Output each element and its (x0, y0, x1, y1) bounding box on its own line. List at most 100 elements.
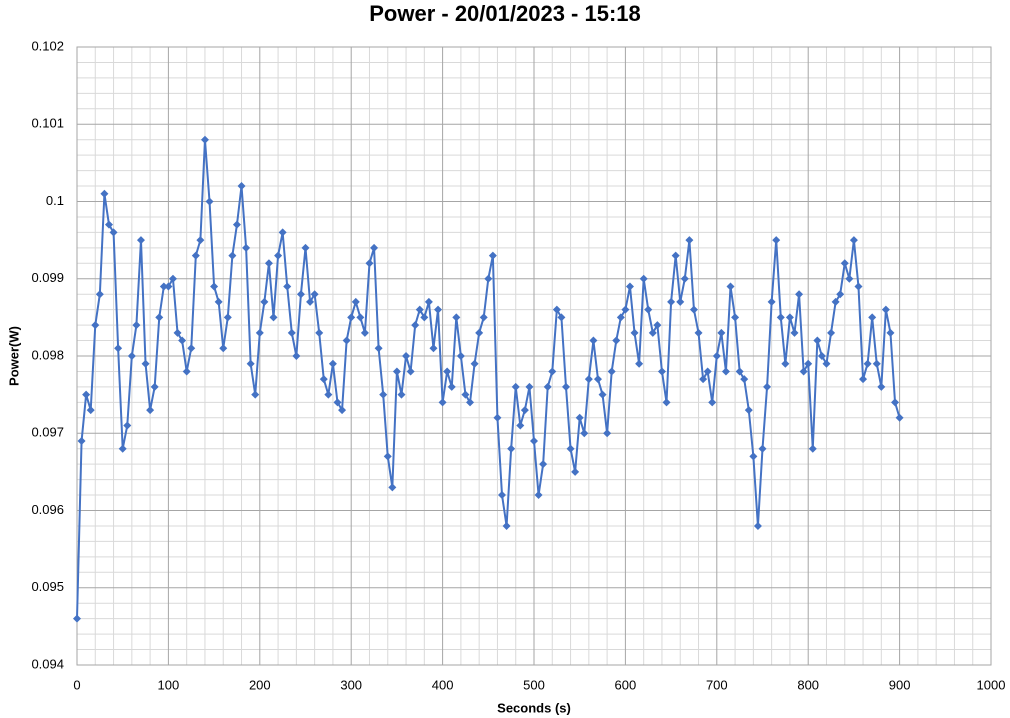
data-marker (694, 328, 703, 337)
data-marker (781, 359, 790, 368)
data-marker (319, 375, 328, 384)
data-marker (178, 336, 187, 345)
data-marker (557, 313, 566, 322)
data-marker (795, 290, 804, 299)
data-marker (255, 328, 264, 337)
data-marker (488, 251, 497, 260)
y-tick-label: 0.096 (31, 502, 64, 517)
data-marker (347, 313, 356, 322)
data-marker (146, 406, 155, 415)
data-marker (434, 305, 443, 314)
x-tick-label: 1000 (977, 677, 1006, 692)
data-marker (827, 328, 836, 337)
data-marker (580, 429, 589, 438)
data-marker (392, 367, 401, 376)
data-marker (593, 375, 602, 384)
data-marker (292, 352, 301, 360)
x-tick-label: 400 (432, 677, 454, 692)
x-axis-label: Seconds (s) (497, 700, 571, 715)
data-marker (520, 406, 529, 415)
data-marker (223, 313, 232, 322)
y-tick-label: 0.097 (31, 425, 64, 440)
data-marker (552, 305, 561, 314)
data-marker (484, 274, 493, 283)
data-marker (182, 367, 191, 376)
data-marker (717, 328, 726, 337)
data-marker (164, 282, 173, 291)
data-marker (653, 321, 662, 330)
data-marker (86, 406, 95, 415)
data-marker (767, 297, 776, 306)
data-marker (877, 382, 886, 391)
data-marker (278, 228, 287, 237)
y-tick-label: 0.095 (31, 579, 64, 594)
y-axis-label: Power(W) (6, 326, 21, 386)
data-marker (680, 274, 689, 283)
data-marker (607, 367, 616, 376)
data-marker (534, 491, 543, 500)
data-marker (744, 406, 753, 415)
data-marker (502, 521, 511, 530)
data-marker (260, 297, 269, 306)
data-marker (187, 344, 196, 353)
data-marker (141, 359, 150, 368)
data-marker (232, 220, 241, 229)
data-marker (671, 251, 680, 260)
data-marker (625, 282, 634, 291)
data-marker (109, 228, 118, 237)
data-marker (881, 305, 890, 314)
data-marker (269, 313, 278, 322)
data-marker (804, 359, 813, 368)
plot-border (76, 46, 992, 666)
data-marker (639, 274, 648, 283)
data-marker (237, 182, 246, 191)
data-marker (644, 305, 653, 314)
data-marker (868, 313, 877, 322)
data-marker (77, 436, 86, 445)
data-marker (420, 313, 429, 322)
data-marker (191, 251, 200, 260)
data-marker (758, 444, 767, 453)
x-tick-label: 600 (615, 677, 637, 692)
data-marker (813, 336, 822, 345)
data-marker (383, 452, 392, 461)
data-marker (324, 390, 333, 399)
data-marker (333, 398, 342, 407)
data-marker (740, 375, 749, 384)
data-marker (511, 382, 520, 391)
data-marker (95, 290, 104, 299)
data-marker (530, 436, 538, 445)
data-marker (100, 189, 109, 198)
data-marker (516, 421, 525, 430)
data-marker (374, 344, 383, 353)
data-marker (685, 236, 694, 245)
data-marker (73, 614, 81, 623)
data-marker (676, 297, 685, 306)
data-marker (575, 413, 584, 422)
data-marker (584, 375, 593, 384)
data-marker (799, 367, 808, 376)
data-marker (525, 382, 534, 391)
data-marker (411, 321, 420, 330)
x-tick-label: 500 (523, 677, 545, 692)
data-marker (200, 135, 209, 144)
data-marker (251, 390, 260, 399)
data-marker (287, 328, 296, 337)
data-marker (415, 305, 424, 314)
data-marker (228, 251, 237, 260)
data-marker (91, 321, 100, 330)
data-marker (264, 259, 273, 268)
data-marker (356, 313, 365, 322)
x-tick-label: 300 (340, 677, 362, 692)
data-marker (648, 328, 657, 337)
data-marker (136, 236, 145, 245)
data-marker (315, 328, 324, 337)
data-marker (657, 367, 666, 376)
y-tick-label: 0.099 (31, 270, 64, 285)
data-marker (443, 367, 452, 376)
data-marker (699, 375, 708, 384)
data-marker (735, 367, 744, 376)
data-marker (539, 460, 548, 469)
data-marker (854, 282, 863, 291)
